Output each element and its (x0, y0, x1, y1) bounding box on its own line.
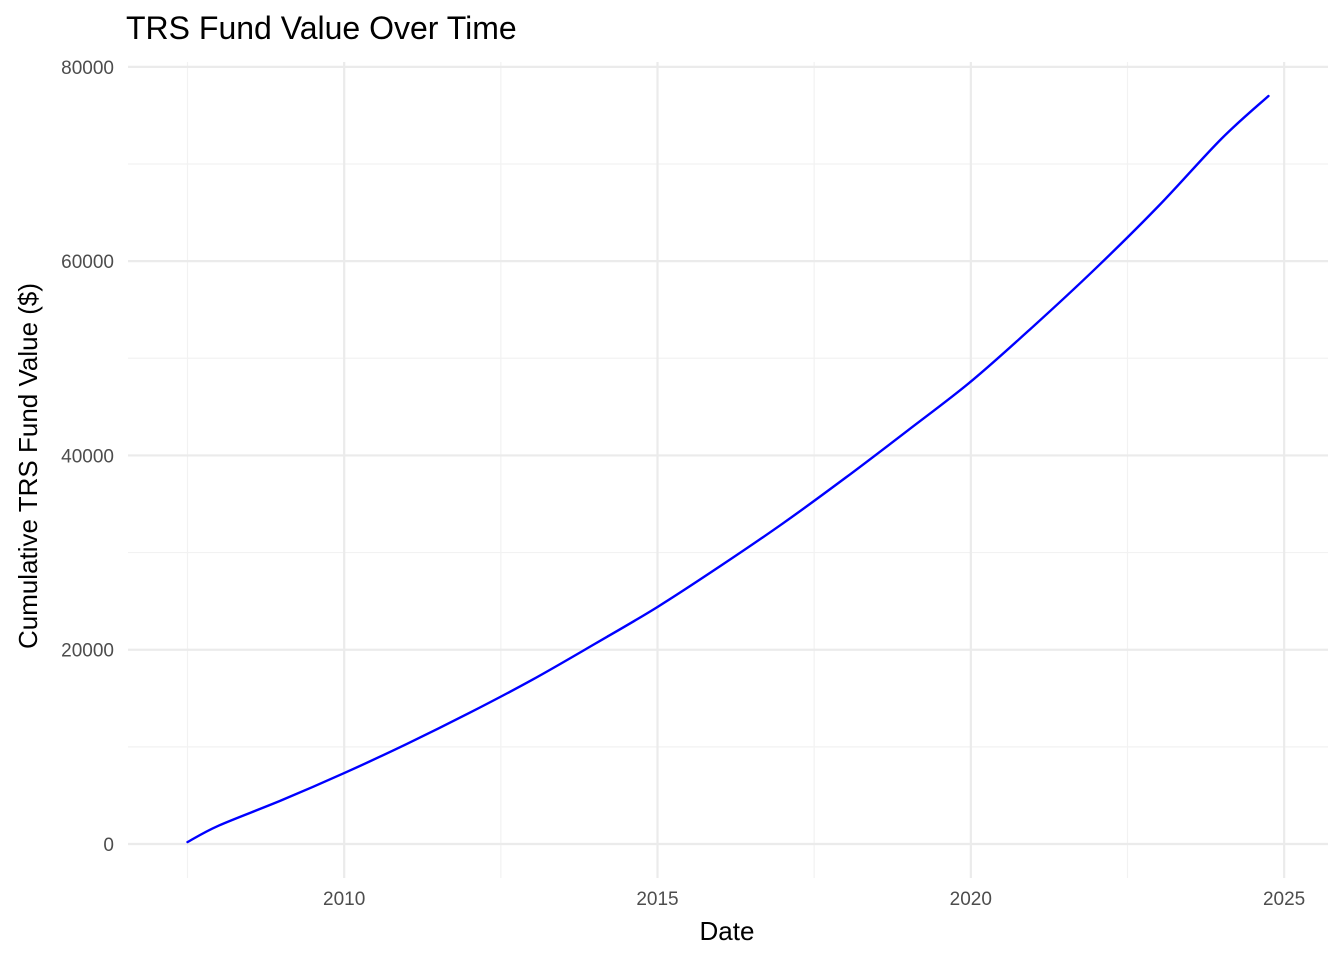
x-axis-title: Date (700, 916, 755, 946)
series-layer (186, 94, 1270, 844)
series-line (186, 94, 1270, 844)
y-tick-label: 0 (103, 835, 114, 856)
x-tick-label: 2025 (1263, 889, 1305, 910)
y-tick-labels: 0 20000 40000 60000 80000 (61, 58, 114, 856)
chart-title: TRS Fund Value Over Time (126, 10, 517, 46)
y-tick-label: 20000 (61, 641, 114, 662)
x-tick-label: 2015 (636, 889, 678, 910)
y-axis-title: Cumulative TRS Fund Value ($) (13, 283, 43, 649)
major-gridlines (128, 62, 1328, 878)
y-tick-label: 40000 (61, 446, 114, 467)
x-tick-label: 2020 (950, 889, 992, 910)
y-tick-label: 80000 (61, 58, 114, 79)
minor-gridlines (128, 62, 1328, 878)
x-tick-label: 2010 (323, 889, 365, 910)
x-tick-labels: 2010 2015 2020 2025 (323, 889, 1305, 910)
y-tick-label: 60000 (61, 252, 114, 273)
